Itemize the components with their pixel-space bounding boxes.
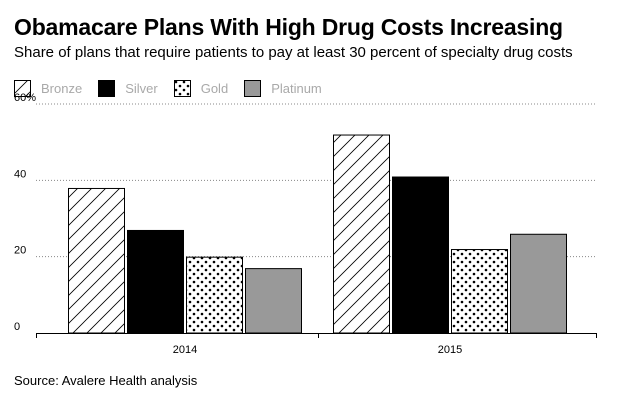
legend-item-silver: Silver [98,80,158,97]
legend-item-bronze: Bronze [14,80,82,97]
y-tick-label: 20 [14,245,26,257]
y-tick-label: 60% [14,92,36,104]
legend-label-silver: Silver [125,81,158,96]
y-tick-label: 40 [14,168,26,180]
chart-subtitle: Share of plans that require patients to … [14,44,573,61]
bar-silver-2014 [127,229,184,334]
chart-title: Obamacare Plans With High Drug Costs Inc… [14,14,563,40]
legend: Bronze Silver Gold Platinum [14,80,338,97]
legend-label-platinum: Platinum [271,81,322,96]
legend-item-platinum: Platinum [244,80,322,97]
bar-platinum-2014 [245,268,302,334]
bar-bronze-2015 [333,134,390,334]
legend-swatch-platinum [244,80,262,97]
bar-gold-2014 [186,256,243,334]
x-tick-label: 2014 [173,344,197,356]
bar-gold-2015 [451,249,508,334]
axis-layer: 0 20 40 60% 2014 2015 [14,92,597,356]
x-tick-label: 2015 [438,344,462,356]
bar-platinum-2015 [510,233,567,334]
legend-swatch-gold [173,80,191,97]
legend-label-gold: Gold [200,81,229,96]
bar-layer [68,134,567,334]
legend-label-bronze: Bronze [41,81,83,96]
bar-silver-2015 [392,176,449,334]
legend-item-gold: Gold [173,80,229,97]
legend-swatch-silver [98,80,116,97]
bar-bronze-2014 [68,187,125,334]
legend-swatch-bronze [14,80,31,97]
source-note: Source: Avalere Health analysis [14,373,198,388]
y-tick-label: 0 [14,321,20,333]
